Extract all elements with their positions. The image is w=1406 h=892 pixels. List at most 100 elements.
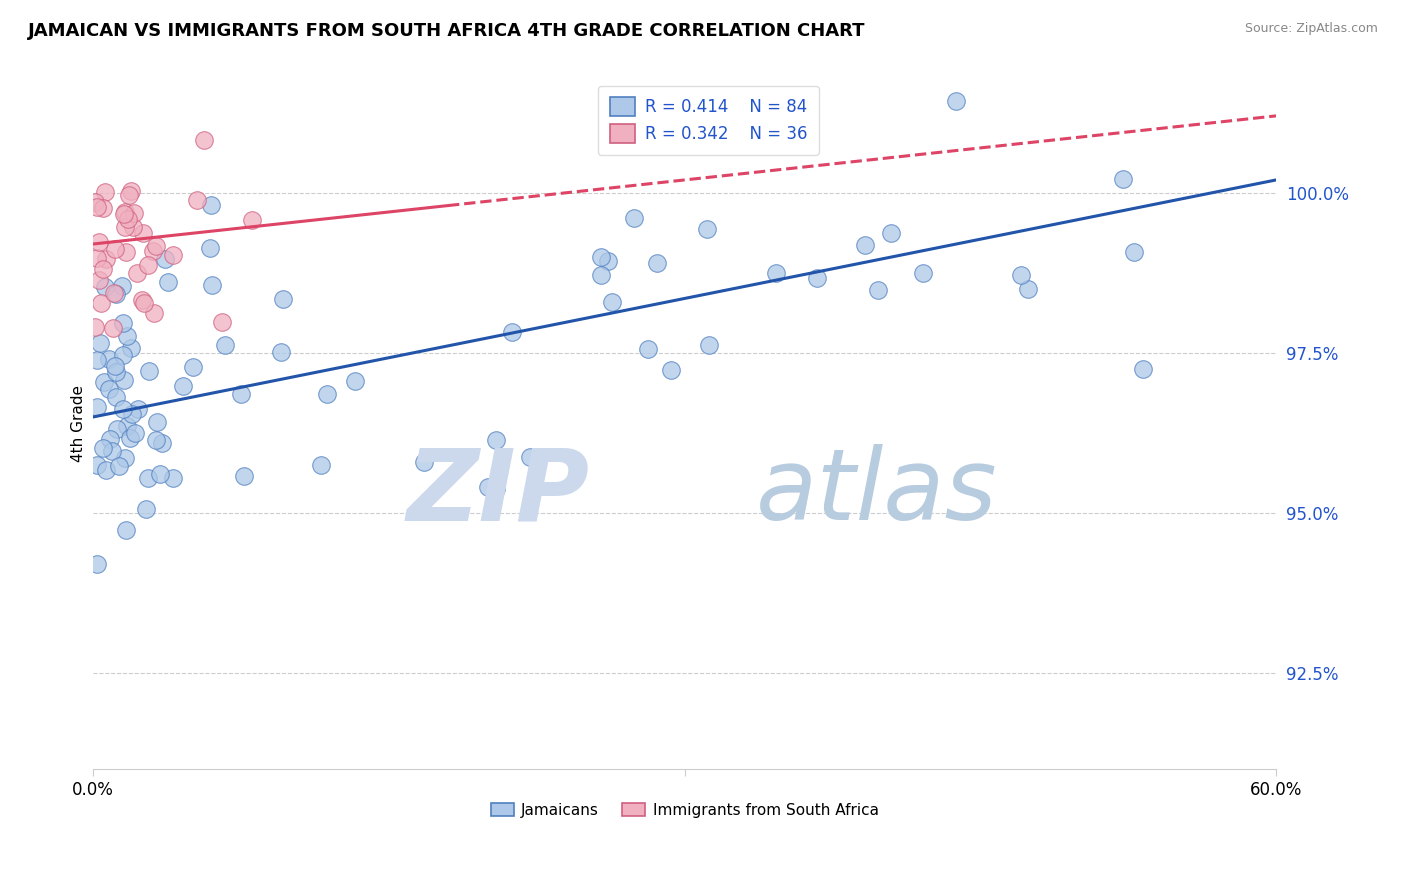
- Point: [91, 201, 114, 215]
- Point: [142, 244, 165, 258]
- Point: [94, 280, 117, 294]
- Point: [142, 306, 165, 320]
- Point: [186, 193, 208, 207]
- Point: [115, 524, 138, 538]
- Point: [485, 433, 508, 447]
- Point: [696, 222, 718, 236]
- Point: [138, 364, 160, 378]
- Point: [118, 187, 141, 202]
- Point: [519, 450, 541, 465]
- Point: [98, 432, 121, 446]
- Point: [806, 271, 828, 285]
- Point: [485, 482, 508, 496]
- Point: [211, 315, 233, 329]
- Text: Source: ZipAtlas.com: Source: ZipAtlas.com: [1244, 22, 1378, 36]
- Point: [1010, 268, 1032, 283]
- Point: [112, 207, 135, 221]
- Point: [91, 261, 114, 276]
- Point: [131, 227, 153, 241]
- Point: [105, 365, 128, 379]
- Point: [150, 435, 173, 450]
- Point: [91, 441, 114, 455]
- Point: [86, 458, 108, 473]
- Point: [201, 278, 224, 293]
- Point: [84, 194, 107, 209]
- Point: [880, 227, 903, 241]
- Point: [127, 266, 149, 280]
- Point: [315, 386, 337, 401]
- Point: [114, 450, 136, 465]
- Point: [945, 95, 967, 109]
- Point: [103, 285, 125, 300]
- Point: [697, 338, 720, 352]
- Point: [121, 220, 143, 235]
- Text: JAMAICAN VS IMMIGRANTS FROM SOUTH AFRICA 4TH GRADE CORRELATION CHART: JAMAICAN VS IMMIGRANTS FROM SOUTH AFRICA…: [28, 22, 866, 40]
- Point: [115, 245, 138, 260]
- Point: [600, 295, 623, 310]
- Point: [145, 415, 167, 429]
- Point: [118, 431, 141, 445]
- Point: [90, 296, 112, 310]
- Point: [589, 250, 612, 264]
- Point: [501, 325, 523, 339]
- Point: [117, 419, 139, 434]
- Y-axis label: 4th Grade: 4th Grade: [72, 384, 86, 462]
- Point: [86, 200, 108, 214]
- Point: [647, 255, 669, 269]
- Point: [104, 286, 127, 301]
- Point: [104, 390, 127, 404]
- Point: [240, 213, 263, 227]
- Point: [412, 455, 434, 469]
- Point: [86, 352, 108, 367]
- Point: [162, 471, 184, 485]
- Point: [343, 374, 366, 388]
- Point: [589, 268, 612, 282]
- Point: [309, 458, 332, 472]
- Point: [866, 283, 889, 297]
- Point: [93, 375, 115, 389]
- Point: [145, 433, 167, 447]
- Point: [84, 319, 107, 334]
- Point: [87, 272, 110, 286]
- Point: [94, 463, 117, 477]
- Point: [271, 292, 294, 306]
- Point: [136, 258, 159, 272]
- Point: [912, 267, 935, 281]
- Point: [104, 243, 127, 257]
- Point: [598, 253, 620, 268]
- Point: [145, 239, 167, 253]
- Point: [121, 407, 143, 421]
- Point: [1112, 172, 1135, 186]
- Point: [127, 401, 149, 416]
- Point: [659, 363, 682, 377]
- Point: [853, 238, 876, 252]
- Point: [89, 336, 111, 351]
- Point: [114, 220, 136, 235]
- Point: [98, 382, 121, 396]
- Point: [1132, 362, 1154, 376]
- Point: [111, 279, 134, 293]
- Point: [132, 296, 155, 310]
- Point: [94, 185, 117, 199]
- Point: [131, 293, 153, 308]
- Point: [86, 251, 108, 265]
- Point: [156, 275, 179, 289]
- Point: [120, 341, 142, 355]
- Point: [1017, 282, 1039, 296]
- Point: [105, 421, 128, 435]
- Point: [86, 400, 108, 414]
- Point: [120, 185, 142, 199]
- Point: [1122, 244, 1144, 259]
- Point: [172, 379, 194, 393]
- Point: [198, 241, 221, 255]
- Point: [270, 344, 292, 359]
- Point: [162, 248, 184, 262]
- Point: [181, 359, 204, 374]
- Point: [100, 444, 122, 458]
- Point: [477, 480, 499, 494]
- Point: [111, 348, 134, 362]
- Point: [637, 342, 659, 356]
- Point: [112, 373, 135, 387]
- Point: [229, 386, 252, 401]
- Point: [135, 502, 157, 516]
